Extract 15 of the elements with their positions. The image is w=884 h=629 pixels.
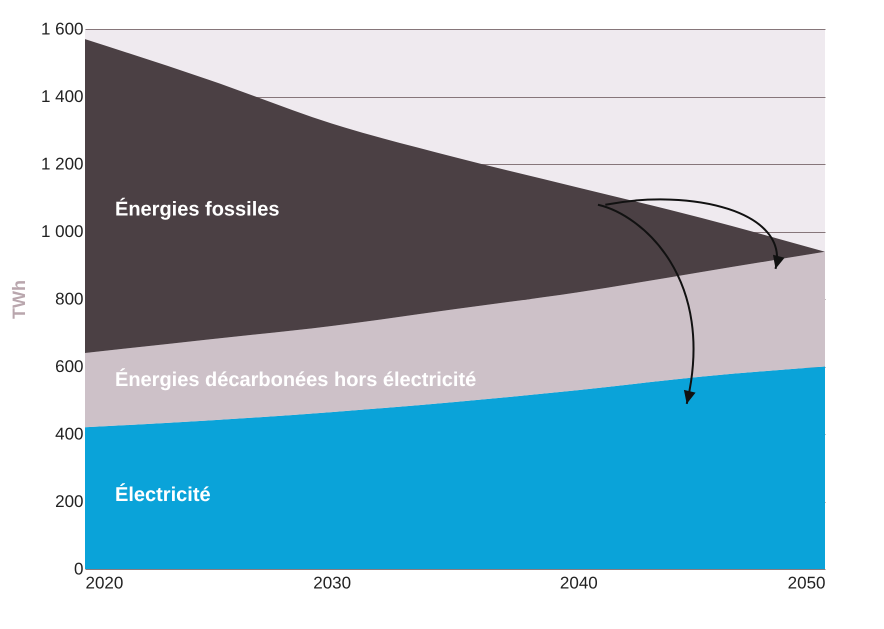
y-tick-label: 600 xyxy=(55,357,84,376)
y-tick-label: 1 600 xyxy=(40,20,84,38)
x-tick-label: 2030 xyxy=(313,574,352,592)
y-tick-label: 1 000 xyxy=(40,222,84,241)
y-axis-title: TWh xyxy=(8,280,29,319)
x-tick-label: 2020 xyxy=(86,574,124,592)
x-tick-label: 2050 xyxy=(788,574,826,592)
y-tick-label: 800 xyxy=(55,290,84,308)
y-tick-label: 1 400 xyxy=(40,87,84,106)
y-tick-label: 0 xyxy=(74,560,84,578)
y-tick-label: 1 200 xyxy=(40,154,84,174)
x-tick-label: 2040 xyxy=(560,574,598,592)
y-tick-label: 200 xyxy=(55,492,84,511)
y-tick-label: 400 xyxy=(55,424,84,444)
series-label: Énergies fossiles xyxy=(115,198,280,221)
